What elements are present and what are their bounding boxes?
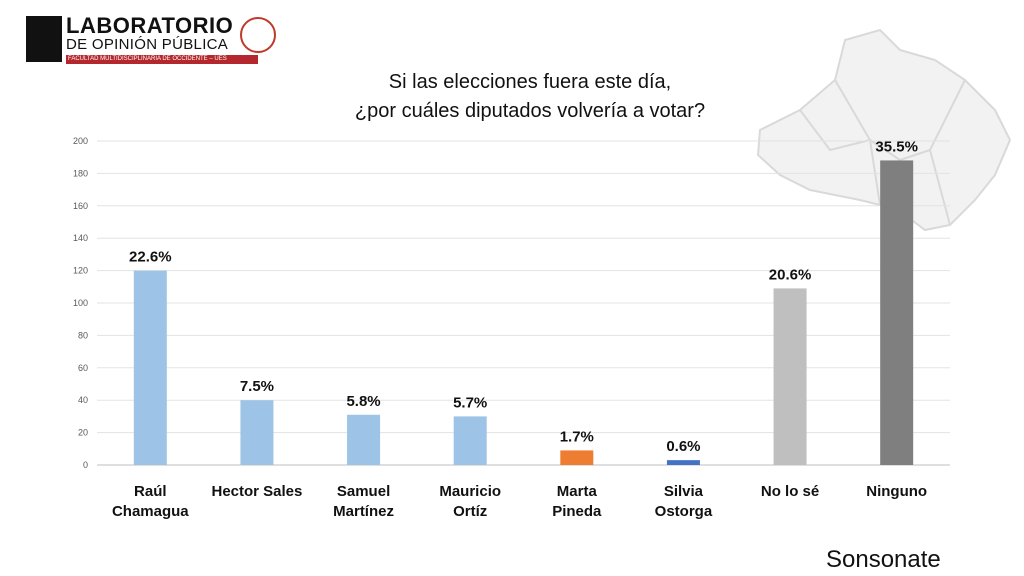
x-tick-label: Pineda xyxy=(552,503,602,520)
x-tick-label: Chamagua xyxy=(112,503,189,520)
lab-logo-icon xyxy=(26,16,62,62)
bar xyxy=(347,414,381,465)
department-map-watermark xyxy=(756,28,1012,232)
logo: LABORATORIO DE OPINIÓN PÚBLICA FACULTAD … xyxy=(26,14,276,66)
logo-title: LABORATORIO xyxy=(66,13,234,38)
x-tick-label: Ostorga xyxy=(655,503,713,520)
bar xyxy=(453,416,487,465)
data-label: 35.5% xyxy=(875,138,918,155)
bar xyxy=(560,450,594,465)
x-tick-label: Ortíz xyxy=(453,503,487,520)
x-tick-label: Mauricio xyxy=(439,483,501,500)
x-axis: Raúl Chamagua Hector Sales Samuel Martínez Ma… xyxy=(112,483,927,520)
bar xyxy=(773,288,807,465)
x-tick-label: Martínez xyxy=(333,503,394,520)
data-label: 20.6% xyxy=(769,266,812,283)
bar xyxy=(666,460,700,465)
chart-title-line-1: Si las elecciones fuera este día, xyxy=(388,71,672,93)
x-tick-label: No lo sé xyxy=(761,483,819,500)
y-tick-label: 180 xyxy=(73,168,88,178)
y-tick-label: 100 xyxy=(73,298,88,308)
y-tick-label: 20 xyxy=(78,428,88,438)
y-tick-label: 60 xyxy=(78,363,88,373)
logo-subtitle: DE OPINIÓN PÚBLICA xyxy=(66,36,229,53)
y-tick-label: 200 xyxy=(73,136,88,146)
x-tick-label: Silvia xyxy=(664,483,704,500)
chart-grid xyxy=(97,140,950,466)
map-outline xyxy=(756,28,1012,232)
x-tick-label: Ninguno xyxy=(866,483,927,500)
x-tick-label: Hector Sales xyxy=(211,483,302,500)
x-tick-label: Marta xyxy=(557,483,598,500)
map-internal-borders xyxy=(799,79,966,226)
y-tick-label: 160 xyxy=(73,201,88,211)
chart-title-line-2: ¿por cuáles diputados volvería a votar? xyxy=(354,100,706,122)
data-label: 1.7% xyxy=(560,428,594,445)
y-tick-label: 140 xyxy=(73,233,88,243)
y-tick-label: 120 xyxy=(73,266,88,276)
y-tick-label: 0 xyxy=(83,460,88,470)
y-axis: 0 20 40 60 80 100 120 140 160 180 200 xyxy=(73,136,88,470)
data-label: 7.5% xyxy=(240,378,274,395)
x-tick-label: Samuel xyxy=(337,483,390,500)
data-label: 5.7% xyxy=(453,394,487,411)
bar xyxy=(240,400,274,465)
y-tick-label: 40 xyxy=(78,395,88,405)
x-tick-label: Raúl xyxy=(134,483,167,500)
region-label: Sonsonate xyxy=(826,546,941,573)
data-label: 0.6% xyxy=(666,438,700,455)
data-label: 22.6% xyxy=(129,249,172,266)
bar xyxy=(133,270,167,465)
bar xyxy=(880,160,914,465)
university-seal-icon xyxy=(240,17,276,53)
chart-bars: 22.6% 7.5% 5.8% 5.7% 1.7% 0.6% 20.6% 35.5% xyxy=(129,138,918,465)
data-label: 5.8% xyxy=(346,393,380,410)
logo-caption: FACULTAD MULTIDISCIPLINARIA DE OCCIDENTE… xyxy=(66,55,258,64)
y-tick-label: 80 xyxy=(78,330,88,340)
chart-title: Si las elecciones fuera este día, ¿por c… xyxy=(250,68,810,126)
